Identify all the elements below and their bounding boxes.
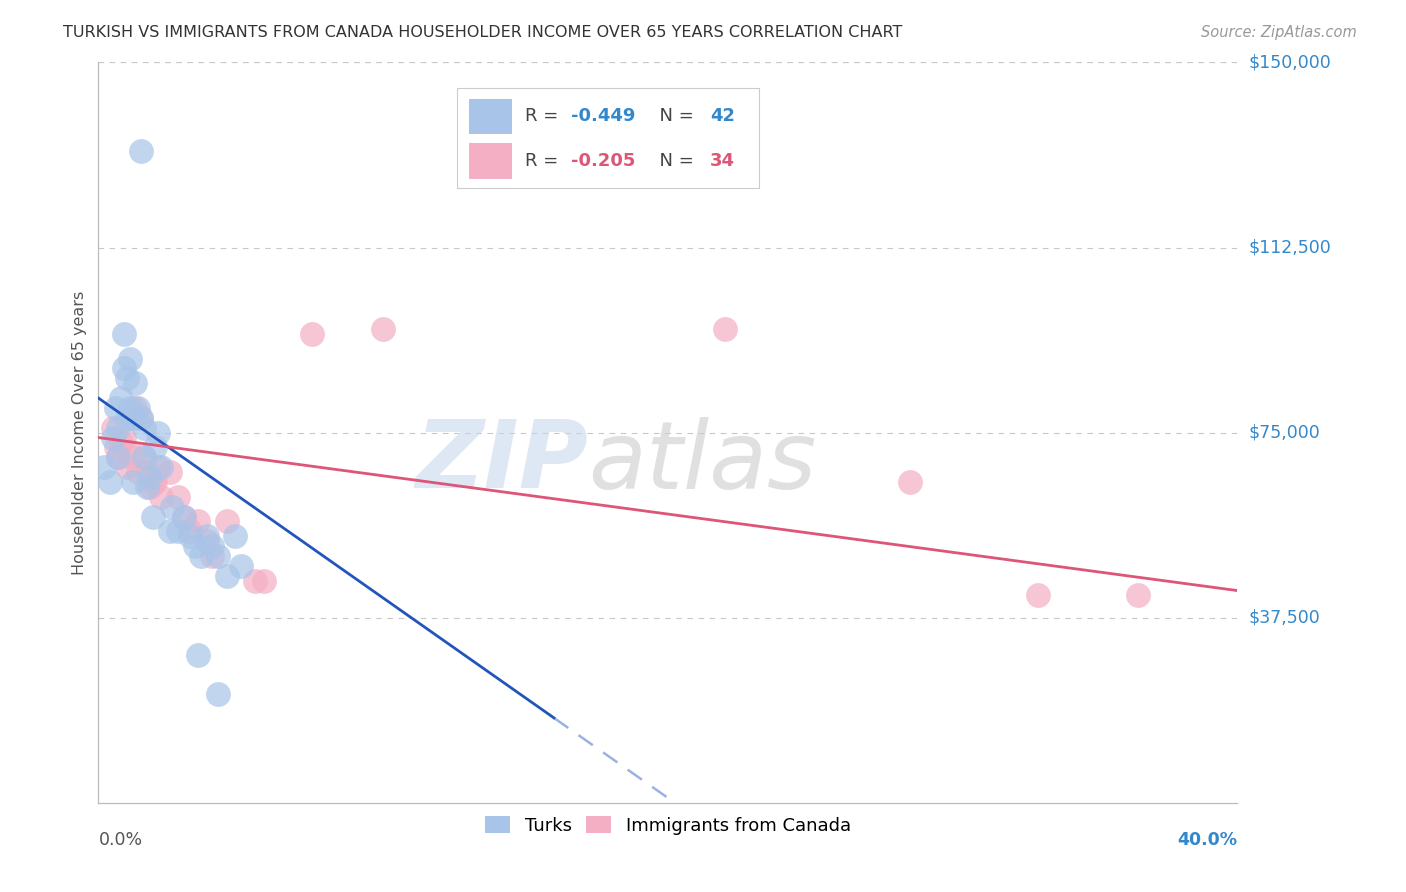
- Point: [104, 441, 127, 455]
- Point: [162, 500, 184, 514]
- Point: [207, 549, 229, 563]
- FancyBboxPatch shape: [457, 88, 759, 188]
- Text: -0.449: -0.449: [571, 108, 636, 126]
- Point: [121, 410, 143, 425]
- Point: [110, 435, 132, 450]
- Point: [104, 401, 127, 415]
- Text: 40.0%: 40.0%: [1177, 830, 1237, 848]
- Text: atlas: atlas: [588, 417, 817, 508]
- Point: [121, 450, 143, 465]
- Point: [101, 431, 124, 445]
- Text: $112,500: $112,500: [1249, 238, 1331, 257]
- Point: [301, 326, 323, 341]
- Point: [195, 529, 218, 543]
- Text: -0.205: -0.205: [571, 152, 636, 169]
- Point: [898, 475, 921, 489]
- Text: R =: R =: [526, 152, 564, 169]
- Point: [195, 534, 218, 549]
- Point: [371, 322, 394, 336]
- Point: [215, 568, 238, 582]
- Point: [215, 515, 238, 529]
- Text: $37,500: $37,500: [1249, 608, 1320, 627]
- Point: [150, 490, 173, 504]
- Point: [129, 410, 152, 425]
- Point: [132, 420, 155, 434]
- Point: [135, 480, 157, 494]
- Point: [201, 539, 224, 553]
- Point: [132, 450, 155, 465]
- Point: [112, 361, 135, 376]
- Point: [121, 475, 143, 489]
- Point: [101, 420, 124, 434]
- Point: [124, 401, 146, 415]
- Text: TURKISH VS IMMIGRANTS FROM CANADA HOUSEHOLDER INCOME OVER 65 YEARS CORRELATION C: TURKISH VS IMMIGRANTS FROM CANADA HOUSEH…: [63, 25, 903, 40]
- Point: [118, 445, 141, 459]
- Point: [179, 524, 201, 539]
- Text: 34: 34: [710, 152, 735, 169]
- Point: [187, 515, 209, 529]
- Text: N =: N =: [648, 152, 700, 169]
- Point: [224, 529, 246, 543]
- Text: 0.0%: 0.0%: [98, 830, 142, 848]
- Point: [127, 465, 149, 479]
- Point: [184, 539, 207, 553]
- Point: [127, 401, 149, 415]
- Text: N =: N =: [648, 108, 700, 126]
- FancyBboxPatch shape: [468, 143, 512, 178]
- FancyBboxPatch shape: [468, 99, 512, 135]
- Text: $150,000: $150,000: [1249, 54, 1331, 71]
- Point: [187, 648, 209, 662]
- Point: [138, 480, 160, 494]
- Point: [1126, 589, 1149, 603]
- Text: ZIP: ZIP: [415, 417, 588, 508]
- Point: [159, 465, 181, 479]
- Legend: Turks, Immigrants from Canada: Turks, Immigrants from Canada: [478, 809, 858, 842]
- Point: [229, 558, 252, 573]
- Point: [107, 450, 129, 465]
- Text: Source: ZipAtlas.com: Source: ZipAtlas.com: [1201, 25, 1357, 40]
- Point: [138, 470, 160, 484]
- Point: [173, 509, 195, 524]
- Point: [201, 549, 224, 563]
- Point: [252, 574, 274, 588]
- Point: [1026, 589, 1049, 603]
- Point: [118, 401, 141, 415]
- Point: [129, 145, 152, 159]
- Point: [150, 460, 173, 475]
- Point: [107, 420, 129, 434]
- Point: [115, 460, 138, 475]
- Point: [148, 425, 170, 440]
- Point: [167, 490, 190, 504]
- Point: [141, 475, 163, 489]
- Text: 42: 42: [710, 108, 735, 126]
- Point: [118, 351, 141, 366]
- Point: [93, 460, 115, 475]
- Point: [145, 475, 167, 489]
- Point: [243, 574, 266, 588]
- Point: [179, 529, 201, 543]
- Point: [129, 410, 152, 425]
- Point: [159, 524, 181, 539]
- Point: [173, 509, 195, 524]
- Point: [124, 376, 146, 391]
- Point: [714, 322, 737, 336]
- Point: [135, 465, 157, 479]
- Y-axis label: Householder Income Over 65 years: Householder Income Over 65 years: [72, 291, 87, 574]
- Point: [112, 431, 135, 445]
- Text: R =: R =: [526, 108, 564, 126]
- Point: [141, 509, 163, 524]
- Point: [148, 460, 170, 475]
- Point: [132, 450, 155, 465]
- Point: [107, 450, 129, 465]
- Point: [98, 475, 121, 489]
- Point: [190, 549, 212, 563]
- Text: $75,000: $75,000: [1249, 424, 1320, 442]
- Point: [207, 687, 229, 701]
- Point: [112, 326, 135, 341]
- Point: [167, 524, 190, 539]
- Point: [110, 391, 132, 405]
- Point: [115, 371, 138, 385]
- Point: [145, 441, 167, 455]
- Point: [115, 410, 138, 425]
